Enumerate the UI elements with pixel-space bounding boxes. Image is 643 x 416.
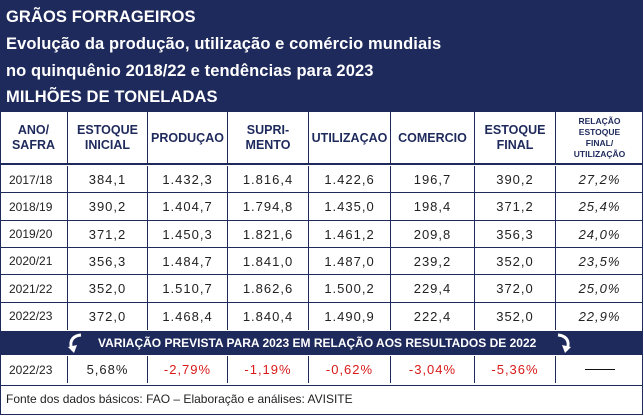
column-header-utilizacao: UTILIZAÇAO	[309, 112, 391, 164]
cell-estoque-inicial: 390,2	[68, 193, 148, 221]
column-header-comercio: COMERCIO	[391, 112, 475, 164]
cell-estoque-final: 390,2	[475, 166, 556, 193]
title-line-3: no quinquênio 2018/22 e tendências para …	[6, 62, 374, 80]
variation-ano-safra: 2022/23	[0, 356, 68, 383]
cell-relacao-estoque-utilizacao: 22,9%	[578, 308, 621, 324]
cell-suprimento: 1.840,4	[228, 302, 309, 330]
cell-utilizacao: 1.435,0	[309, 193, 391, 221]
cell-estoque-final: 352,0	[475, 247, 556, 275]
title-line-2: Evolução da produção, utilização e comér…	[6, 35, 442, 53]
cell-relacao-estoque-utilizacao: 24,0%	[578, 226, 621, 242]
row-divider	[0, 301, 643, 303]
cell-relacao-estoque-utilizacao: 25,4%	[578, 199, 621, 215]
cell-estoque-inicial: 384,1	[68, 166, 148, 193]
cell-ano-safra: 2017/18	[0, 166, 68, 193]
row-divider	[0, 219, 643, 221]
cell-comercio: 239,2	[391, 247, 475, 275]
cell-estoque-final: 371,2	[475, 193, 556, 221]
header-separator	[0, 163, 643, 165]
cell-utilizacao: 1.487,0	[309, 247, 391, 275]
variation-comercio: -3,04%	[391, 356, 475, 383]
row-divider	[0, 246, 643, 248]
cell-producao: 1.468,4	[148, 302, 228, 330]
table-row: 2018/19 390,2 1.404,7 1.794,8 1.435,0 198,4 37…	[0, 193, 643, 221]
column-header-producao: PRODUÇAO	[148, 112, 228, 164]
cell-ano-safra: 2021/22	[0, 275, 68, 303]
column-header-ano-safra: ANO/SAFRA	[0, 112, 68, 164]
cell-ano-safra: 2018/19	[0, 193, 68, 221]
column-header-suprimento: SUPRI- MENTO	[228, 112, 309, 164]
cell-utilizacao: 1.422,6	[309, 166, 391, 193]
cell-estoque-inicial: 356,3	[68, 247, 148, 275]
variation-banner-text: VARIAÇÃO PREVISTA PARA 2023 EM RELAÇÃO A…	[98, 336, 537, 350]
cell-ano-safra: 2020/21	[0, 247, 68, 275]
cell-estoque-final: 356,3	[475, 220, 556, 248]
variation-producao: -2,79%	[148, 356, 228, 383]
cell-utilizacao: 1.461,2	[309, 220, 391, 248]
column-header-estoque-final: ESTOQUE FINAL	[475, 112, 556, 164]
table-row: 2017/18 384,1 1.432,3 1.816,4 1.422,6 196,7 39…	[0, 166, 643, 193]
variation-utilizacao: -0,62%	[309, 356, 391, 383]
curved-arrow-right-icon	[557, 333, 571, 353]
cell-relacao-estoque-utilizacao: 27,2%	[578, 172, 621, 187]
title-block: GRÃOS FORRAGEIROS Evolução da produção, …	[0, 0, 643, 112]
cell-utilizacao: 1.500,2	[309, 275, 391, 303]
cell-comercio: 229,4	[391, 275, 475, 303]
column-header-relacao-estoque-utilizacao: RELAÇÃO ESTOQUE FINAL/UTILIZAÇÃO	[573, 116, 626, 159]
cell-producao: 1.432,3	[148, 166, 228, 193]
cell-producao: 1.404,7	[148, 193, 228, 221]
source-text: Fonte dos dados básicos: FAO – Elaboraçã…	[6, 392, 353, 406]
cell-relacao-estoque-utilizacao: 23,5%	[578, 253, 621, 269]
row-divider	[0, 274, 643, 276]
table-row: 2022/23 372,0 1.468,4 1.840,4 1.490,9 222,4 35…	[0, 302, 643, 330]
cell-relacao-estoque-utilizacao: 25,0%	[578, 281, 621, 297]
cell-producao: 1.484,7	[148, 247, 228, 275]
title-line-1: GRÃOS FORRAGEIROS	[6, 8, 196, 26]
variation-estoque-final: -5,36%	[475, 356, 556, 383]
cell-ano-safra: 2022/23	[0, 302, 68, 330]
cell-estoque-inicial: 352,0	[68, 275, 148, 303]
cell-comercio: 196,7	[391, 166, 475, 193]
cell-suprimento: 1.816,4	[228, 166, 309, 193]
cell-comercio: 209,8	[391, 220, 475, 248]
cell-estoque-final: 352,0	[475, 302, 556, 330]
variation-relacao-empty	[556, 356, 643, 383]
cell-suprimento: 1.794,8	[228, 193, 309, 221]
table-row: 2021/22 352,0 1.510,7 1.862,6 1.500,2 229,4 37…	[0, 275, 643, 303]
cell-suprimento: 1.862,6	[228, 275, 309, 303]
cell-estoque-final: 372,0	[475, 275, 556, 303]
cell-producao: 1.510,7	[148, 275, 228, 303]
table-row: 2019/20 371,2 1.450,3 1.821,6 1.461,2 209,8 35…	[0, 220, 643, 248]
cell-estoque-inicial: 371,2	[68, 220, 148, 248]
source-footer: Fonte dos dados básicos: FAO – Elaboraçã…	[0, 385, 643, 416]
column-header-estoque-inicial: ESTOQUE INICIAL	[68, 112, 148, 164]
cell-suprimento: 1.821,6	[228, 220, 309, 248]
variation-estoque-inicial: 5,68%	[68, 356, 148, 383]
em-dash-line	[584, 369, 615, 370]
cell-comercio: 198,4	[391, 193, 475, 221]
variation-banner: VARIAÇÃO PREVISTA PARA 2023 EM RELAÇÃO A…	[0, 331, 643, 355]
cell-producao: 1.450,3	[148, 220, 228, 248]
cell-utilizacao: 1.490,9	[309, 302, 391, 330]
table-row: 2020/21 356,3 1.484,7 1.841,0 1.487,0 239,2 35…	[0, 247, 643, 275]
curved-arrow-left-icon	[68, 333, 82, 353]
row-divider	[0, 192, 643, 194]
cell-ano-safra: 2019/20	[0, 220, 68, 248]
variation-suprimento: -1,19%	[228, 356, 309, 383]
title-line-4: MILHÕES DE TONELADAS	[6, 88, 218, 106]
cell-suprimento: 1.841,0	[228, 247, 309, 275]
cell-comercio: 222,4	[391, 302, 475, 330]
cell-estoque-inicial: 372,0	[68, 302, 148, 330]
variation-row: 2022/23 5,68% -2,79% -1,19% -0,62% -3,04% -5,3…	[0, 356, 643, 383]
